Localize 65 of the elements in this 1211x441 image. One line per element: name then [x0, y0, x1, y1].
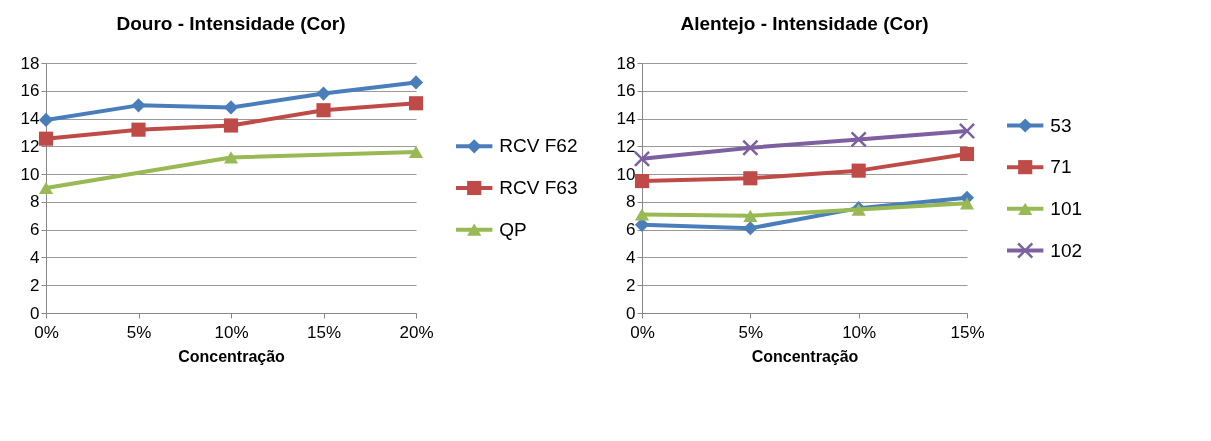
- y-tick-label: 4: [30, 247, 40, 267]
- point: [959, 146, 975, 162]
- x-tick-label: 5%: [738, 322, 764, 342]
- point: [743, 221, 758, 236]
- point: [634, 173, 650, 189]
- y-tick-label: 2: [626, 275, 636, 295]
- point: [316, 103, 331, 118]
- y-tick-label: 4: [626, 247, 636, 267]
- point: [850, 131, 867, 148]
- point: [223, 100, 239, 115]
- point: [959, 197, 975, 210]
- y-tick-label: 0: [626, 303, 636, 323]
- chart-title: Douro - Intensidade (Cor): [116, 13, 346, 34]
- point: [851, 163, 866, 178]
- x-tick-label: 10%: [214, 322, 249, 342]
- point: [408, 145, 424, 159]
- x-tick-label: 0%: [34, 322, 59, 342]
- point: [743, 209, 758, 222]
- point: [38, 181, 54, 195]
- legend-label: RCV F62: [499, 135, 578, 157]
- point: [633, 150, 651, 168]
- y-tick-label: 12: [616, 136, 636, 156]
- point: [131, 122, 146, 137]
- x-tick-label: 10%: [842, 322, 877, 342]
- point: [223, 118, 239, 133]
- point: [38, 131, 54, 146]
- point: [743, 171, 758, 186]
- y-tick-label: 2: [30, 275, 40, 295]
- y-tick-label: 0: [30, 303, 40, 323]
- y-tick-label: 18: [616, 53, 636, 73]
- legend-label: RCV F63: [499, 177, 578, 198]
- chart-title: Alentejo - Intensidade (Cor): [680, 13, 929, 34]
- x-tick-label: 15%: [306, 322, 342, 342]
- legend-label: 101: [1050, 197, 1083, 219]
- y-tick-label: 10: [20, 164, 40, 184]
- y-tick-label: 8: [626, 192, 636, 212]
- legend-label: 53: [1050, 114, 1072, 136]
- y-tick-label: 6: [626, 220, 636, 240]
- y-tick-label: 16: [20, 81, 40, 101]
- x-tick-label: 20%: [399, 322, 434, 342]
- y-tick-label: 14: [616, 109, 636, 129]
- x-tick-label: 5%: [126, 322, 152, 342]
- point: [634, 208, 650, 221]
- point: [38, 112, 54, 128]
- point: [408, 96, 424, 111]
- y-tick-label: 14: [20, 109, 40, 129]
- y-tick-label: 12: [20, 136, 40, 156]
- legend-label: 102: [1050, 239, 1083, 261]
- point: [958, 122, 976, 140]
- point: [408, 75, 424, 90]
- x-axis-title: Concentração: [178, 347, 286, 365]
- y-tick-label: 18: [20, 53, 40, 73]
- point: [316, 86, 331, 101]
- legend-label: 71: [1050, 156, 1072, 178]
- x-axis-title: Concentração: [751, 347, 859, 365]
- x-tick-label: 0%: [630, 322, 655, 342]
- y-tick-label: 6: [30, 220, 40, 240]
- point: [223, 151, 239, 164]
- x-tick-label: 15%: [950, 322, 985, 342]
- legend-label: QP: [499, 218, 527, 240]
- y-tick-label: 10: [616, 164, 636, 184]
- y-tick-label: 8: [30, 192, 40, 212]
- point: [131, 98, 146, 113]
- y-tick-label: 16: [616, 81, 636, 101]
- point: [742, 139, 759, 157]
